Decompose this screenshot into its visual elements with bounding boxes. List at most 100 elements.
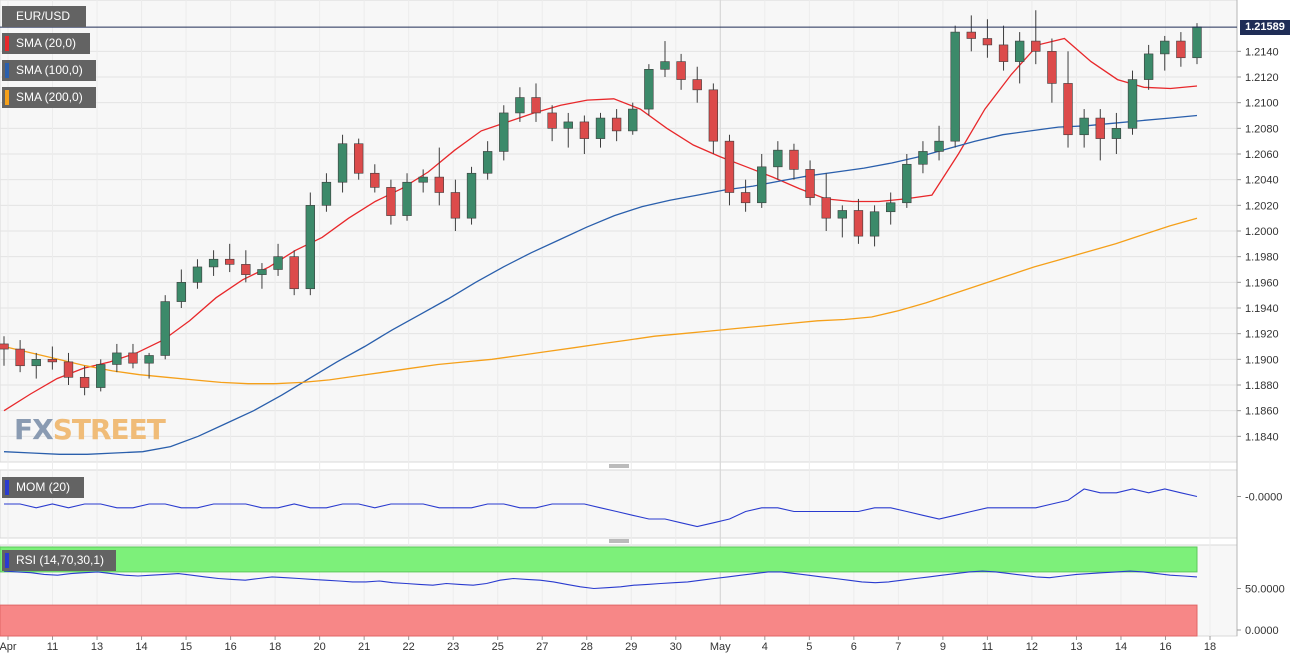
sma200-label: SMA (200,0): [2, 87, 96, 108]
time-tick-label: Apr: [0, 641, 17, 653]
candle-up: [418, 176, 428, 183]
candle-up: [321, 181, 332, 206]
candle-up: [902, 163, 912, 204]
time-tick-label: 16: [224, 641, 236, 653]
rsi-tick-label: 0.0000: [1245, 625, 1279, 637]
candle-down: [579, 121, 590, 139]
sma-line-1: [3, 114, 1198, 455]
candle-up: [595, 117, 606, 139]
candle-down: [998, 44, 1009, 62]
candle-up: [1111, 128, 1122, 139]
candle-up: [273, 256, 283, 270]
price-tick-label: 1.1840: [1245, 431, 1279, 443]
candle-up: [160, 301, 170, 356]
rsi-line: [3, 570, 1198, 590]
candle-down: [1063, 83, 1073, 136]
time-tick-label: 29: [625, 641, 637, 653]
candle-up: [773, 149, 783, 168]
candle-down: [79, 376, 90, 388]
candle-down: [805, 169, 815, 198]
candle-up: [337, 143, 348, 183]
time-tick-label: 6: [851, 641, 857, 653]
time-tick-label: 7: [895, 641, 901, 653]
candle-up: [1143, 53, 1154, 80]
sma100-label: SMA (100,0): [2, 60, 96, 81]
candle-up: [1014, 40, 1025, 62]
candle-up: [402, 181, 412, 216]
last-price-tag: 1.21589: [1240, 20, 1290, 36]
candle-down: [708, 89, 719, 142]
price-tick-label: 1.1940: [1245, 303, 1279, 315]
rsi-oversold-zone: [0, 604, 1198, 637]
price-tick-label: 1.1980: [1245, 252, 1279, 264]
candle-up: [757, 166, 767, 204]
time-tick-label: May: [710, 641, 731, 653]
sma-line-2: [3, 217, 1198, 385]
price-tick-label: 1.1920: [1245, 329, 1279, 341]
candle-down: [1095, 117, 1105, 139]
time-tick-label: 20: [314, 641, 326, 653]
time-tick-label: 28: [581, 641, 593, 653]
price-tick-label: 1.1960: [1245, 277, 1279, 289]
candle-down: [611, 117, 622, 132]
candle-down: [0, 343, 9, 350]
candle-down: [1047, 51, 1057, 84]
price-tick-label: 1.2060: [1245, 149, 1279, 161]
time-tick-label: 9: [940, 641, 946, 653]
candle-up: [886, 202, 896, 213]
candle-up: [660, 61, 670, 70]
candle-down: [853, 210, 864, 237]
candle-up: [96, 364, 106, 388]
time-tick-label: 25: [492, 641, 504, 653]
time-tick-label: 22: [403, 641, 415, 653]
price-tick-label: 1.2000: [1245, 226, 1279, 238]
time-tick-label: 23: [447, 641, 459, 653]
candle-down: [821, 197, 831, 219]
time-tick-label: 12: [1026, 641, 1038, 653]
fxstreet-logo: FXSTREET: [14, 413, 166, 446]
time-tick-label: 14: [1115, 641, 1127, 653]
time-tick-label: 13: [1070, 641, 1082, 653]
price-tick-label: 1.2080: [1245, 123, 1279, 135]
candle-down: [434, 176, 444, 193]
time-tick-label: 4: [762, 641, 768, 653]
time-tick-label: 16: [1159, 641, 1171, 653]
candle-up: [466, 172, 477, 219]
candle-up: [305, 205, 315, 290]
mom-label: MOM (20): [2, 477, 84, 498]
candle-up: [918, 151, 928, 165]
candle-down: [47, 359, 58, 363]
candle-up: [208, 258, 219, 268]
momentum-panel: [0, 469, 1238, 539]
price-tick-label: 1.1880: [1245, 380, 1279, 392]
candle-up: [112, 352, 122, 365]
candle-up: [1192, 26, 1202, 59]
symbol-label: EUR/USD: [2, 6, 86, 27]
candle-down: [724, 140, 735, 193]
candle-down: [289, 256, 299, 290]
rsi-overbought-zone: [0, 546, 1198, 573]
price-tick-label: 1.2040: [1245, 175, 1279, 187]
candle-up: [192, 266, 203, 283]
price-tick-label: 1.2020: [1245, 200, 1279, 212]
candle-down: [676, 61, 686, 80]
candle-up: [1160, 40, 1170, 55]
candle-down: [450, 192, 461, 219]
candle-down: [1176, 40, 1186, 59]
time-tick-label: 14: [135, 641, 147, 653]
candle-up: [482, 151, 493, 174]
candle-down: [241, 264, 251, 275]
candle-down: [370, 172, 380, 188]
price-tick-label: 1.2140: [1245, 46, 1279, 58]
candle-up: [31, 359, 41, 367]
candle-up: [1127, 79, 1138, 129]
candle-down: [63, 361, 74, 378]
candle-down: [982, 38, 993, 46]
candle-down: [789, 149, 799, 170]
candle-down: [15, 348, 25, 367]
time-tick-label: 5: [806, 641, 812, 653]
time-tick-label: 15: [180, 641, 192, 653]
candle-down: [547, 112, 557, 129]
candle-down: [692, 79, 702, 91]
